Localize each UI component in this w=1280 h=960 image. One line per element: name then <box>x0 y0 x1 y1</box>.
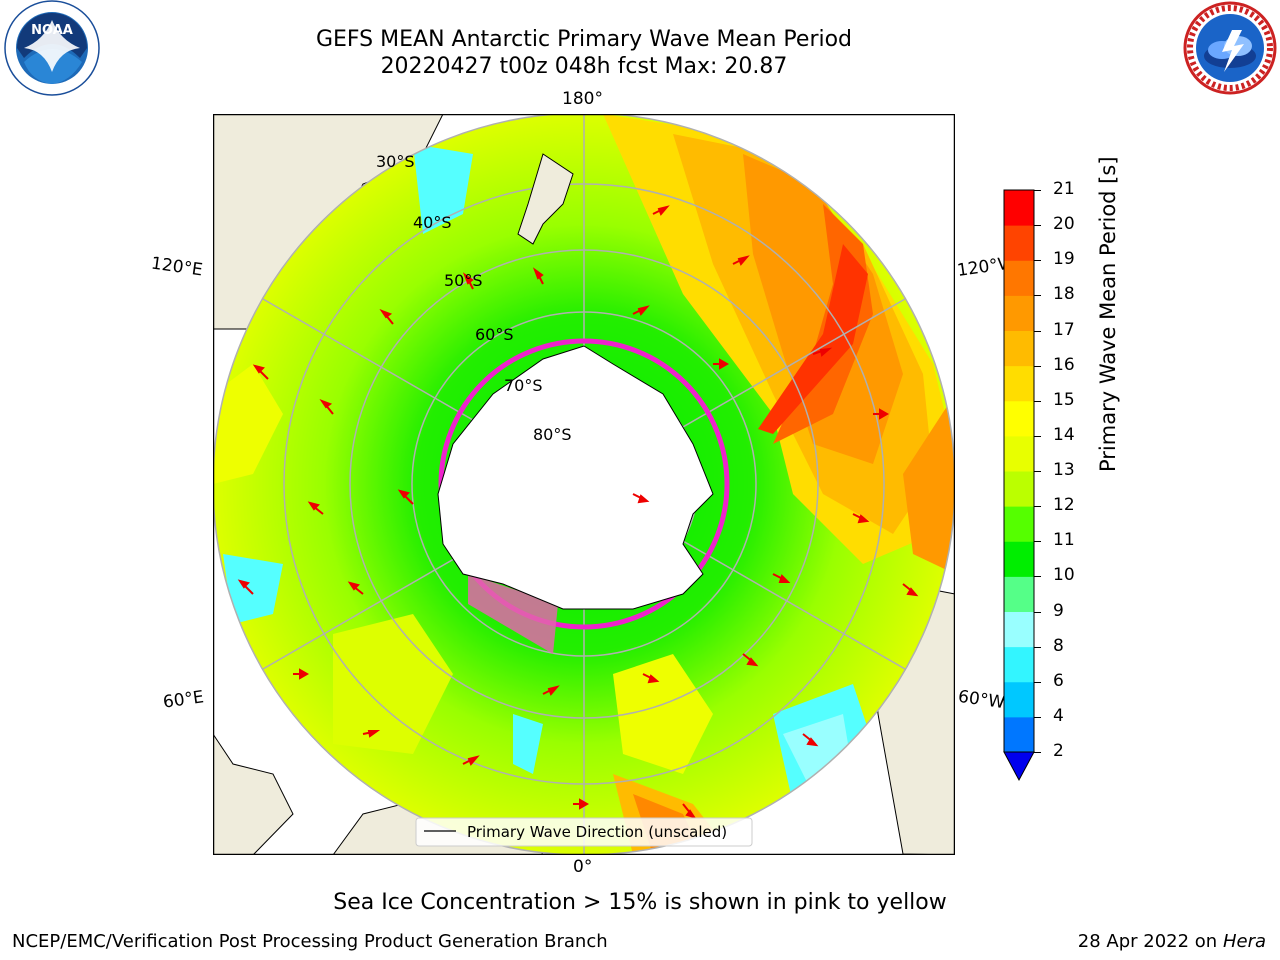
footer-machine: Hera <box>1222 931 1266 952</box>
colorbar-box <box>1004 681 1034 718</box>
colorbar <box>1003 189 1035 782</box>
colorbar-tick-label: 17 <box>1053 319 1075 340</box>
map-legend: Primary Wave Direction (unscaled) <box>415 817 753 847</box>
lon-label-60w: 60°W <box>956 686 1007 714</box>
map-frame <box>213 114 955 855</box>
colorbar-box <box>1004 400 1034 437</box>
colorbar-tick-mark <box>1034 646 1041 648</box>
colorbar-box <box>1004 716 1034 753</box>
colorbar-box <box>1004 506 1034 542</box>
lat-label-50s: 50°S <box>444 271 483 290</box>
colorbar-tick-label: 10 <box>1053 565 1075 586</box>
footer-date: 28 Apr 2022 on Hera <box>1078 931 1266 952</box>
colorbar-tick-label: 11 <box>1053 530 1075 551</box>
colorbar-tick-mark <box>1034 611 1041 613</box>
colorbar-tick-label: 2 <box>1053 741 1064 761</box>
colorbar-tick-label: 9 <box>1053 600 1064 621</box>
colorbar-tick-mark <box>1034 506 1041 508</box>
colorbar-tick-mark <box>1034 190 1041 191</box>
lat-label-40s: 40°S <box>413 213 452 232</box>
svg-text:NOAA: NOAA <box>31 23 73 38</box>
colorbar-box <box>1004 295 1034 331</box>
colorbar-tick-mark <box>1034 752 1041 753</box>
lon-label-180: 180° <box>562 89 603 109</box>
lon-label-120e: 120°E <box>149 253 204 281</box>
polar-wave-map: 30°S 40°S 50°S 60°S 70°S 80°S Primary Wa… <box>213 114 955 855</box>
land-new-zealand <box>517 153 574 245</box>
map-subtitle: 20220427 t00z 048h fcst Max: 20.87 <box>380 54 788 79</box>
colorbar-box <box>1004 190 1034 226</box>
nws-logo <box>1183 1 1277 95</box>
colorbar-tick-mark <box>1034 225 1041 227</box>
colorbar-tick-label: 12 <box>1053 495 1075 516</box>
colorbar-tick-mark <box>1034 365 1041 367</box>
lon-label-60e: 60°E <box>161 687 206 713</box>
colorbar-tick-label: 14 <box>1053 424 1075 445</box>
colorbar-box <box>1004 330 1034 367</box>
colorbar-tick-mark <box>1034 330 1041 332</box>
colorbar-box <box>1004 646 1034 683</box>
colorbar-box <box>1004 225 1034 261</box>
lat-label-80s: 80°S <box>533 425 572 444</box>
colorbar-tick-mark <box>1034 435 1041 437</box>
map-title: GEFS MEAN Antarctic Primary Wave Mean Pe… <box>315 27 853 52</box>
colorbar-tick-label: 8 <box>1053 635 1064 656</box>
colorbar-tick-label: 18 <box>1053 284 1075 305</box>
footer-credit: NCEP/EMC/Verification Post Processing Pr… <box>12 931 608 952</box>
colorbar-box <box>1004 471 1034 507</box>
legend-label: Primary Wave Direction (unscaled) <box>467 823 727 841</box>
sea-ice-note: Sea Ice Concentration > 15% is shown in … <box>333 890 947 915</box>
colorbar-tick-label: 13 <box>1053 460 1075 480</box>
colorbar-box <box>1004 611 1034 648</box>
colorbar-tick-mark <box>1034 260 1041 262</box>
colorbar-under-triangle <box>1003 751 1035 782</box>
colorbar-box <box>1004 260 1034 296</box>
colorbar-tick-label: 15 <box>1053 389 1075 410</box>
footer-date-prefix: 28 Apr 2022 on <box>1077 931 1223 952</box>
noaa-logo: NOAA <box>4 0 100 96</box>
colorbar-tick-mark <box>1034 716 1041 718</box>
colorbar-tick-mark <box>1034 541 1041 543</box>
colorbar-tick-label: 4 <box>1053 705 1064 726</box>
lat-label-30s: 30°S <box>376 152 415 171</box>
colorbar-label: Primary Wave Mean Period [s] <box>1096 156 1120 472</box>
antarctica <box>437 345 714 610</box>
colorbar-box <box>1004 576 1034 612</box>
lat-label-70s: 70°S <box>504 376 543 395</box>
lat-label-60s: 60°S <box>475 325 514 344</box>
colorbar-tick-mark <box>1034 400 1041 402</box>
colorbar-box <box>1004 435 1034 472</box>
colorbar-tick-label: 21 <box>1053 179 1075 199</box>
colorbar-tick-mark <box>1034 295 1041 297</box>
colorbar-tick-mark <box>1034 681 1041 683</box>
colorbar-tick-label: 19 <box>1053 249 1075 270</box>
sea-ice-weddell <box>468 574 558 654</box>
colorbar-box <box>1004 365 1034 402</box>
colorbar-tick-label: 20 <box>1053 214 1075 235</box>
colorbar-tick-label: 16 <box>1053 354 1075 375</box>
colorbar-tick-label: 6 <box>1053 670 1064 691</box>
wave-direction-arrows <box>237 205 919 819</box>
colorbar-box <box>1004 541 1034 577</box>
lon-label-0: 0° <box>573 857 593 877</box>
colorbar-tick-mark <box>1034 471 1041 472</box>
colorbar-tick-mark <box>1034 576 1041 578</box>
